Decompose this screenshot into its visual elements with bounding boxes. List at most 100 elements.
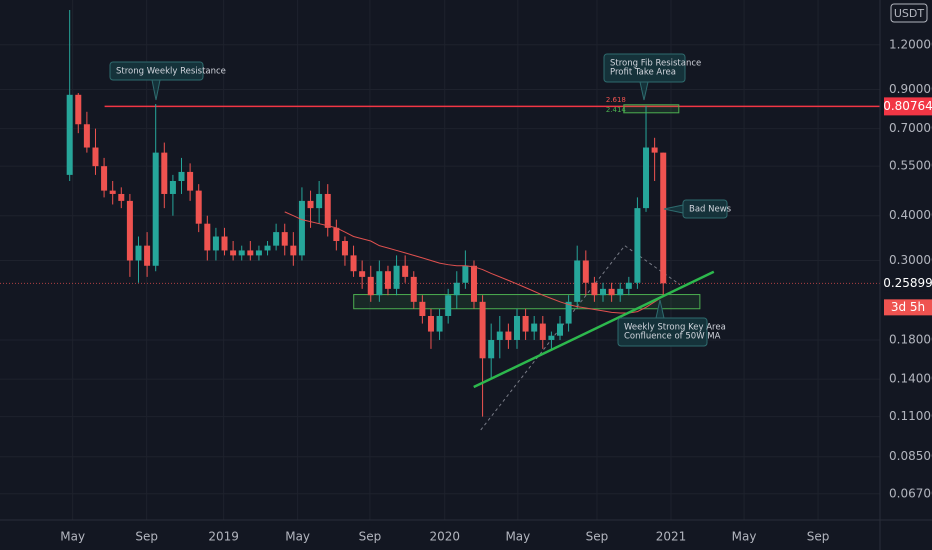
candle-body	[617, 288, 624, 296]
candle-body	[462, 265, 469, 283]
candle-body	[109, 190, 116, 194]
candle-body	[290, 245, 297, 256]
candle-body	[548, 335, 555, 340]
candle-body	[591, 282, 598, 296]
currency: USDT	[894, 7, 925, 20]
countdown-box	[884, 299, 932, 316]
candle-body	[230, 250, 237, 256]
candle-body	[608, 288, 615, 296]
countdown-label: 3d 5h	[891, 300, 925, 314]
x-tick-label: May	[505, 530, 530, 544]
callout-text: Weekly Strong Key Area	[624, 323, 726, 333]
grid	[0, 0, 880, 520]
candle-body	[557, 323, 563, 336]
candle-body	[539, 323, 546, 340]
candle-body	[367, 276, 374, 296]
callout-pointer	[663, 204, 684, 214]
candle-body	[574, 260, 581, 302]
candle-body	[169, 180, 176, 194]
resistance-price-box	[884, 97, 932, 116]
candle-body	[376, 271, 383, 296]
candle-body	[470, 265, 477, 302]
currency-box	[890, 3, 928, 23]
x-tick-label: 2019	[208, 530, 239, 544]
last-price-label: 0.25899	[883, 276, 932, 290]
x-tick-label: 2021	[656, 530, 687, 544]
candle-body	[135, 245, 142, 261]
candle-body	[453, 282, 460, 296]
candle-body	[307, 200, 314, 209]
candle-body	[479, 301, 486, 359]
last-price-box	[884, 275, 932, 292]
candle-body	[582, 260, 589, 283]
candle-body	[195, 190, 202, 224]
plot: 2.618 2.414 Strong Weekly Resistance Strong…	[0, 10, 880, 431]
candle-body	[144, 245, 151, 266]
resistance-price-label: 0.80764	[883, 99, 932, 113]
x-tick-label: May	[60, 530, 85, 544]
candle-body	[651, 147, 658, 153]
candle-body	[204, 223, 211, 251]
candle-body	[221, 236, 228, 251]
candle-body	[384, 271, 391, 289]
x-tick-label: 2020	[429, 530, 460, 544]
fib-label: 2.414	[606, 106, 627, 114]
candle-body	[212, 236, 219, 251]
candle-body	[402, 265, 409, 277]
candle-body	[359, 271, 366, 277]
candle-body	[445, 295, 452, 316]
candle-body	[436, 315, 443, 332]
candle-body	[350, 255, 357, 272]
candle-body	[488, 339, 495, 359]
candle-body	[247, 250, 254, 256]
candle-body	[238, 250, 245, 256]
trendline	[473, 270, 715, 389]
candle-body	[565, 301, 572, 324]
candle-body	[333, 227, 340, 242]
callout-text: Strong Fib Resistance	[610, 59, 701, 69]
candle-body	[531, 323, 538, 332]
candle-body	[126, 200, 133, 261]
callout-pointer	[151, 79, 161, 101]
candle-body	[255, 250, 262, 256]
key-zone	[353, 294, 701, 310]
x-tick-label: Sep	[359, 530, 382, 544]
fib-label: 2.618	[606, 96, 626, 104]
candle-body	[341, 241, 348, 256]
candle-body	[634, 208, 641, 283]
x-tick-label: Sep	[807, 530, 830, 544]
callout-text: Strong Weekly Resistance	[116, 67, 226, 77]
candle-body	[643, 147, 650, 209]
candle-body	[513, 315, 520, 340]
candle-body	[161, 152, 168, 194]
candle-body	[92, 147, 99, 167]
candle-body	[101, 166, 108, 191]
candle-body	[75, 94, 82, 125]
candle-body	[427, 315, 434, 332]
moving-average	[284, 211, 664, 314]
candle-body	[298, 200, 305, 256]
candle-body	[600, 288, 607, 296]
candle-body	[178, 171, 185, 181]
candle-body	[522, 315, 529, 332]
fib-box	[623, 104, 680, 114]
candle-body	[625, 282, 632, 289]
candle-body	[660, 152, 667, 284]
candle-body	[316, 193, 323, 209]
x-tick-label: Sep	[586, 530, 609, 544]
callout-text: Profit Take Area	[610, 68, 676, 78]
candle-body	[66, 94, 73, 175]
callout-pointer	[639, 81, 649, 101]
